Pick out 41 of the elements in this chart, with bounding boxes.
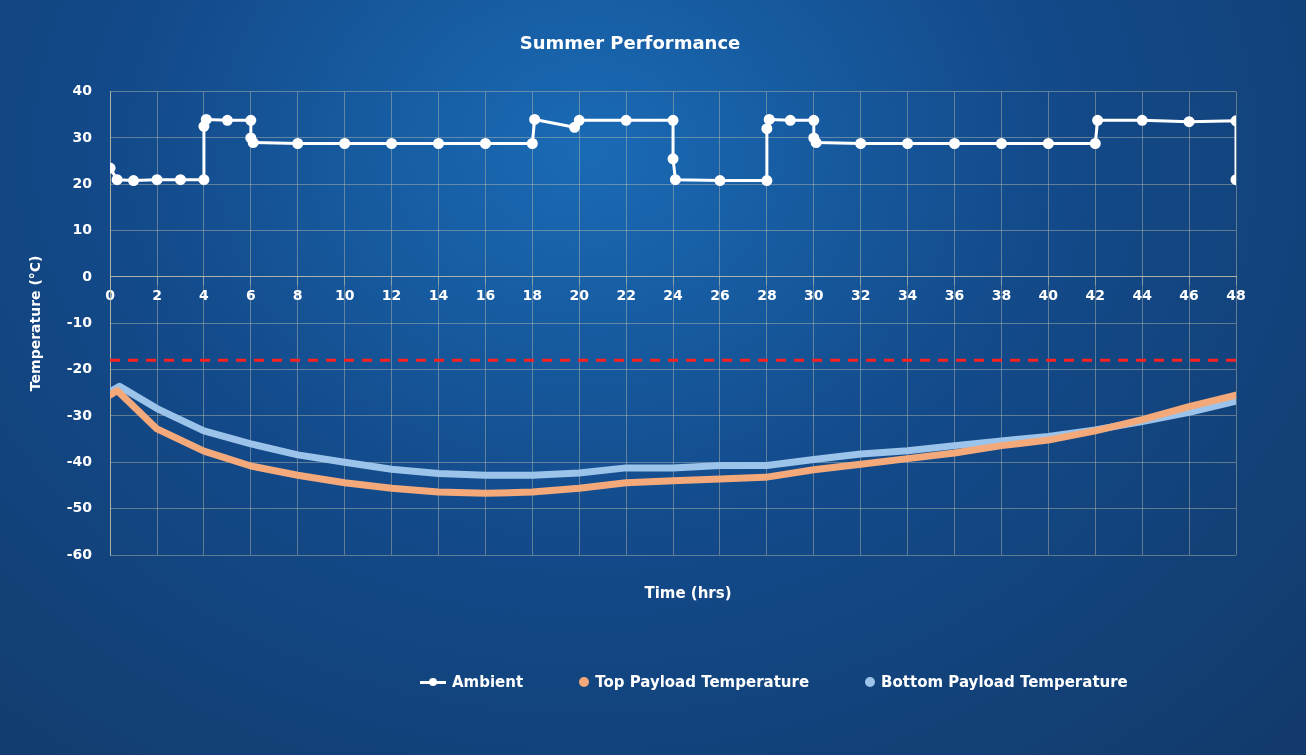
- x-tick-label: 16: [475, 287, 496, 303]
- x-tick-label: 38: [991, 287, 1012, 303]
- x-tick-label: 48: [1226, 287, 1246, 303]
- y-tick-label: -10: [66, 313, 93, 330]
- y-tick-label: -20: [66, 360, 93, 377]
- y-tick-label: 30: [72, 128, 93, 145]
- x-tick-label: 20: [569, 287, 590, 303]
- y-tick-label: -50: [66, 499, 93, 516]
- legend-label: Ambient: [452, 673, 524, 691]
- y-tick-label: 20: [72, 174, 93, 191]
- x-tick-label: 8: [292, 287, 303, 303]
- x-tick-label: 14: [428, 287, 449, 303]
- y-tick-label: -60: [66, 545, 93, 562]
- x-tick-label: 36: [944, 287, 965, 303]
- x-tick-label: 24: [663, 287, 684, 303]
- y-tick-label: -30: [66, 406, 93, 423]
- x-tick-label: 44: [1132, 287, 1153, 303]
- x-tick-label: 34: [897, 287, 918, 303]
- x-tick-label: 22: [616, 287, 636, 303]
- x-tick-label: 2: [152, 287, 162, 303]
- x-tick-label: 4: [199, 287, 210, 303]
- x-tick-label: 18: [522, 287, 543, 303]
- x-tick-label: 28: [757, 287, 777, 303]
- x-tick-label: 12: [381, 287, 402, 303]
- y-axis-title: Temperature (°C): [27, 255, 44, 392]
- y-tick-label: 40: [72, 82, 93, 99]
- x-tick-label: 46: [1179, 287, 1199, 303]
- x-axis-title: Time (hrs): [643, 584, 733, 602]
- chart-title: Summer Performance: [519, 32, 741, 54]
- x-tick-label: 10: [334, 287, 355, 303]
- x-tick-label: 32: [850, 287, 871, 303]
- y-tick-label: -40: [66, 452, 93, 469]
- legend-label: Bottom Payload Temperature: [881, 673, 1128, 691]
- y-tick-label: 10: [72, 221, 93, 238]
- legend-label: Top Payload Temperature: [595, 673, 810, 691]
- x-tick-label: 26: [710, 287, 730, 303]
- x-tick-label: 42: [1085, 287, 1105, 303]
- x-tick-label: 30: [804, 287, 824, 303]
- x-tick-label: 6: [245, 287, 256, 303]
- x-tick-label: 40: [1038, 287, 1059, 303]
- y-tick-label: 0: [82, 267, 93, 284]
